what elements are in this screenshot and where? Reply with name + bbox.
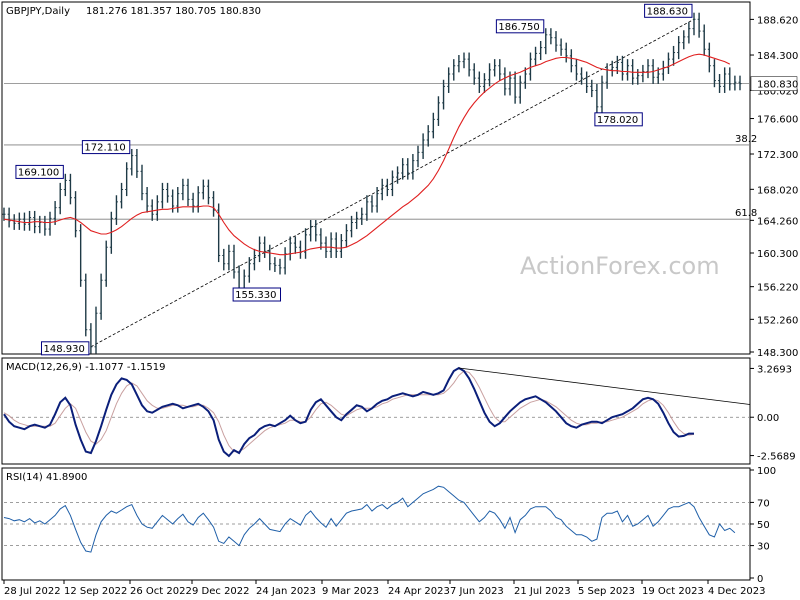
macd-y-tick-label: -2.5689: [757, 452, 796, 463]
watermark: ActionForex.com: [520, 252, 720, 280]
price-annotation-box: [644, 3, 693, 18]
fib-label: 38.2: [735, 134, 757, 145]
rsi-y-tick-label: 0: [757, 574, 763, 585]
price-annotation-label: 188.630: [647, 6, 688, 17]
price-annotation-box: [594, 112, 643, 127]
rsi-header: RSI(14) 41.8900: [6, 472, 87, 483]
trendline: [90, 18, 695, 348]
macd-signal-line: [3, 370, 695, 453]
price-y-tick-label: 160.300: [757, 249, 798, 260]
macd-panel: [1, 357, 751, 465]
macd-y-tick-label: 3.2693: [757, 364, 792, 375]
macd-trendline: [458, 367, 751, 405]
price-y-tick-label: 164.260: [757, 216, 798, 227]
price-header-symbol: GBPJPY,Daily: [6, 6, 70, 17]
x-tick-label: 28 Jul 2022: [4, 586, 61, 597]
last-price-box: [750, 76, 798, 91]
price-y-tick-label: 172.300: [757, 150, 798, 161]
price-y-tick-label: 180.020: [757, 86, 798, 97]
price-annotation-box: [40, 341, 90, 356]
x-tick-label: 12 Sep 2022: [64, 586, 127, 597]
price-y-tick-label: 168.020: [757, 185, 798, 196]
sma-line: [3, 53, 731, 256]
x-tick-label: 24 Jan 2023: [256, 586, 316, 597]
price-y-tick-label: 176.600: [757, 115, 798, 126]
rsi-line: [3, 485, 736, 553]
price-y-tick-label: 156.220: [757, 283, 798, 294]
price-header-ohlc: 181.276 181.357 180.705 180.830: [86, 6, 261, 17]
price-annotation-box: [15, 164, 64, 179]
macd-line: [3, 366, 694, 458]
price-annotation-label: 155.330: [235, 290, 276, 301]
rsi-y-tick-label: 50: [757, 520, 770, 531]
price-y-tick-label: 188.620: [757, 15, 798, 26]
rsi-y-tick-label: 70: [757, 498, 770, 509]
price-annotation-box: [81, 140, 131, 155]
price-y-tick-label: 152.260: [757, 315, 798, 326]
price-annotation-label: 169.100: [18, 167, 59, 178]
price-y-tick-label: 184.300: [757, 51, 798, 62]
fib-label: 61.8: [735, 208, 757, 219]
price-annotation-label: 172.110: [84, 143, 125, 154]
price-panel: [1, 1, 751, 355]
rsi-y-tick-label: 30: [757, 542, 770, 553]
x-tick-label: 5 Sep 2023: [578, 586, 635, 597]
price-annotation-label: 148.930: [43, 344, 84, 355]
x-tick-label: 21 Jul 2023: [514, 586, 571, 597]
x-tick-label: 19 Oct 2023: [642, 586, 704, 597]
x-tick-label: 24 Apr 2023: [388, 586, 450, 597]
price-annotation-box: [495, 19, 545, 34]
price-y-tick-label: 148.300: [757, 348, 798, 359]
x-tick-label: 26 Oct 2022: [130, 586, 192, 597]
x-tick-label: 9 Dec 2022: [192, 586, 250, 597]
x-tick-label: 9 Mar 2023: [322, 586, 379, 597]
rsi-y-tick-label: 100: [757, 466, 776, 477]
price-annotation-label: 178.020: [597, 115, 638, 126]
macd-y-tick-label: 0.00: [757, 413, 779, 424]
x-tick-label: 7 Jun 2023: [450, 586, 504, 597]
price-annotation-box: [232, 287, 282, 302]
macd-header: MACD(12,26,9) -1.1077 -1.1519: [6, 362, 166, 373]
x-tick-label: 4 Dec 2023: [708, 586, 766, 597]
last-price-label: 180.830: [757, 80, 798, 91]
price-annotation-label: 186.750: [498, 22, 539, 33]
